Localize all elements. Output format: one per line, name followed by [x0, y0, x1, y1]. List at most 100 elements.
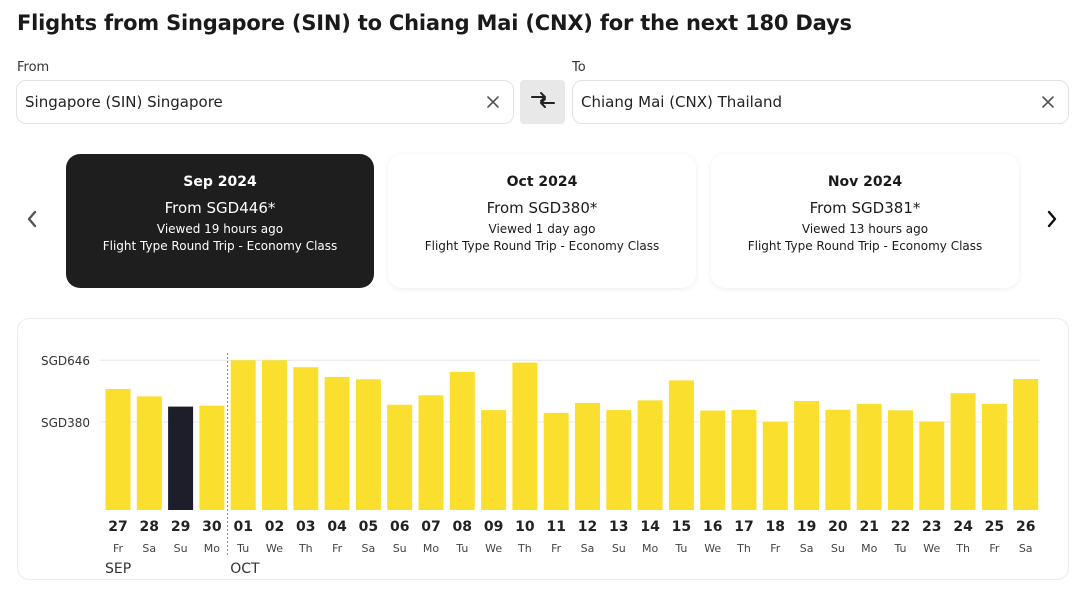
price-bar[interactable] — [293, 367, 319, 510]
month-label: SEP — [105, 561, 131, 577]
price-bar[interactable] — [575, 402, 600, 510]
weekday-label: We — [704, 542, 721, 555]
weekday-label: Tu — [455, 542, 468, 555]
price-bar[interactable] — [794, 401, 820, 510]
page-title: Flights from Singapore (SIN) to Chiang M… — [17, 11, 852, 35]
price-bar[interactable] — [355, 379, 381, 510]
price-bar[interactable] — [731, 409, 757, 510]
month-card-oct[interactable]: Oct 2024 From SGD380* Viewed 1 day ago F… — [388, 154, 696, 288]
month-card-title: Nov 2024 — [827, 174, 903, 190]
price-bar[interactable] — [324, 376, 350, 510]
weekday-label: Th — [736, 542, 751, 555]
day-label: 24 — [953, 519, 973, 535]
month-card-sep[interactable]: Sep 2024 From SGD446* Viewed 19 hours ag… — [66, 154, 374, 288]
price-bar[interactable] — [199, 405, 225, 510]
price-bar[interactable] — [762, 421, 788, 510]
weekday-label: Th — [298, 542, 313, 555]
price-bar[interactable] — [825, 409, 851, 510]
day-label: 29 — [171, 519, 190, 535]
price-bar[interactable] — [481, 410, 507, 510]
day-label: 23 — [922, 519, 941, 535]
weekday-label: Fr — [113, 542, 124, 555]
weekday-label: We — [923, 542, 940, 555]
price-bar-chart: SGD646 SGD380 27 Fr 28 Sa 29 Su 30 Mo 01 Tu 02 We 03 Th… — [41, 353, 1040, 577]
day-label: 05 — [359, 519, 378, 535]
weekday-label: Fr — [332, 542, 343, 555]
weekday-label: We — [485, 542, 502, 555]
close-icon[interactable] — [1038, 92, 1058, 112]
weekday-label: Sa — [800, 542, 814, 555]
to-field[interactable]: Chiang Mai (CNX) Thailand — [572, 80, 1069, 124]
weekday-label: Su — [831, 542, 845, 555]
weekday-label: We — [266, 542, 283, 555]
price-bar[interactable] — [543, 412, 569, 510]
day-label: 11 — [546, 519, 565, 535]
weekday-label: Su — [174, 542, 188, 555]
weekday-label: Tu — [674, 542, 687, 555]
day-label: 13 — [609, 519, 628, 535]
day-label: 02 — [265, 519, 284, 535]
day-label: 14 — [640, 519, 660, 535]
day-label: 28 — [140, 519, 159, 535]
month-card-nov[interactable]: Nov 2024 From SGD381* Viewed 13 hours ag… — [711, 154, 1019, 288]
price-bar[interactable] — [230, 360, 256, 510]
next-month-button[interactable] — [1042, 209, 1062, 233]
month-card-viewed: Viewed 19 hours ago — [156, 222, 284, 236]
price-bar[interactable] — [105, 388, 131, 510]
day-label: 16 — [703, 519, 722, 535]
day-label: 22 — [891, 519, 910, 535]
chevron-left-icon — [25, 209, 39, 233]
price-bar[interactable] — [136, 396, 162, 510]
day-label: 30 — [202, 519, 222, 535]
month-card-price: From SGD446* — [164, 199, 276, 217]
month-card-price: From SGD380* — [486, 199, 598, 217]
price-bar[interactable] — [856, 403, 882, 510]
y-tick-label: SGD380 — [41, 416, 90, 430]
price-bar[interactable] — [888, 410, 913, 510]
day-label: 15 — [672, 519, 691, 535]
day-label: 03 — [296, 519, 315, 535]
weekday-label: Sa — [142, 542, 156, 555]
swap-button[interactable] — [520, 80, 565, 124]
swap-arrows-icon — [529, 90, 557, 114]
price-bar[interactable] — [512, 362, 538, 510]
price-bar[interactable] — [449, 371, 475, 510]
day-label: 27 — [108, 519, 127, 535]
price-bar[interactable] — [387, 404, 413, 510]
price-bar[interactable] — [418, 395, 444, 510]
weekday-label: Mo — [423, 542, 439, 555]
price-bar[interactable] — [168, 406, 194, 510]
weekday-label: Fr — [989, 542, 1000, 555]
day-label: 06 — [390, 519, 409, 535]
price-bar[interactable] — [637, 400, 663, 510]
month-card-title: Sep 2024 — [183, 174, 257, 190]
day-label: 04 — [327, 519, 347, 535]
price-bar[interactable] — [700, 410, 726, 510]
from-field[interactable]: Singapore (SIN) Singapore — [16, 80, 514, 124]
price-bar[interactable] — [1013, 379, 1039, 510]
weekday-label: Sa — [1019, 542, 1033, 555]
close-icon[interactable] — [483, 92, 503, 112]
y-tick-label: SGD646 — [41, 354, 90, 368]
price-bar[interactable] — [262, 360, 287, 510]
price-bar[interactable] — [919, 421, 945, 510]
weekday-label: Th — [955, 542, 970, 555]
month-card-flight-type: Flight Type Round Trip - Economy Class — [102, 239, 338, 253]
day-label: 10 — [515, 519, 535, 535]
price-bar[interactable] — [668, 380, 694, 510]
weekday-label: Mo — [642, 542, 658, 555]
weekday-label: Su — [393, 542, 407, 555]
price-bar[interactable] — [950, 393, 976, 510]
weekday-label: Th — [517, 542, 532, 555]
prev-month-button[interactable] — [22, 209, 42, 233]
price-bar[interactable] — [981, 403, 1007, 510]
day-label: 09 — [484, 519, 503, 535]
weekday-label: Tu — [893, 542, 906, 555]
weekday-label: Su — [612, 542, 626, 555]
day-label: 01 — [233, 519, 252, 535]
weekday-label: Sa — [581, 542, 595, 555]
day-label: 26 — [1016, 519, 1035, 535]
weekday-label: Fr — [551, 542, 562, 555]
price-bar[interactable] — [606, 410, 632, 510]
day-label: 19 — [797, 519, 816, 535]
